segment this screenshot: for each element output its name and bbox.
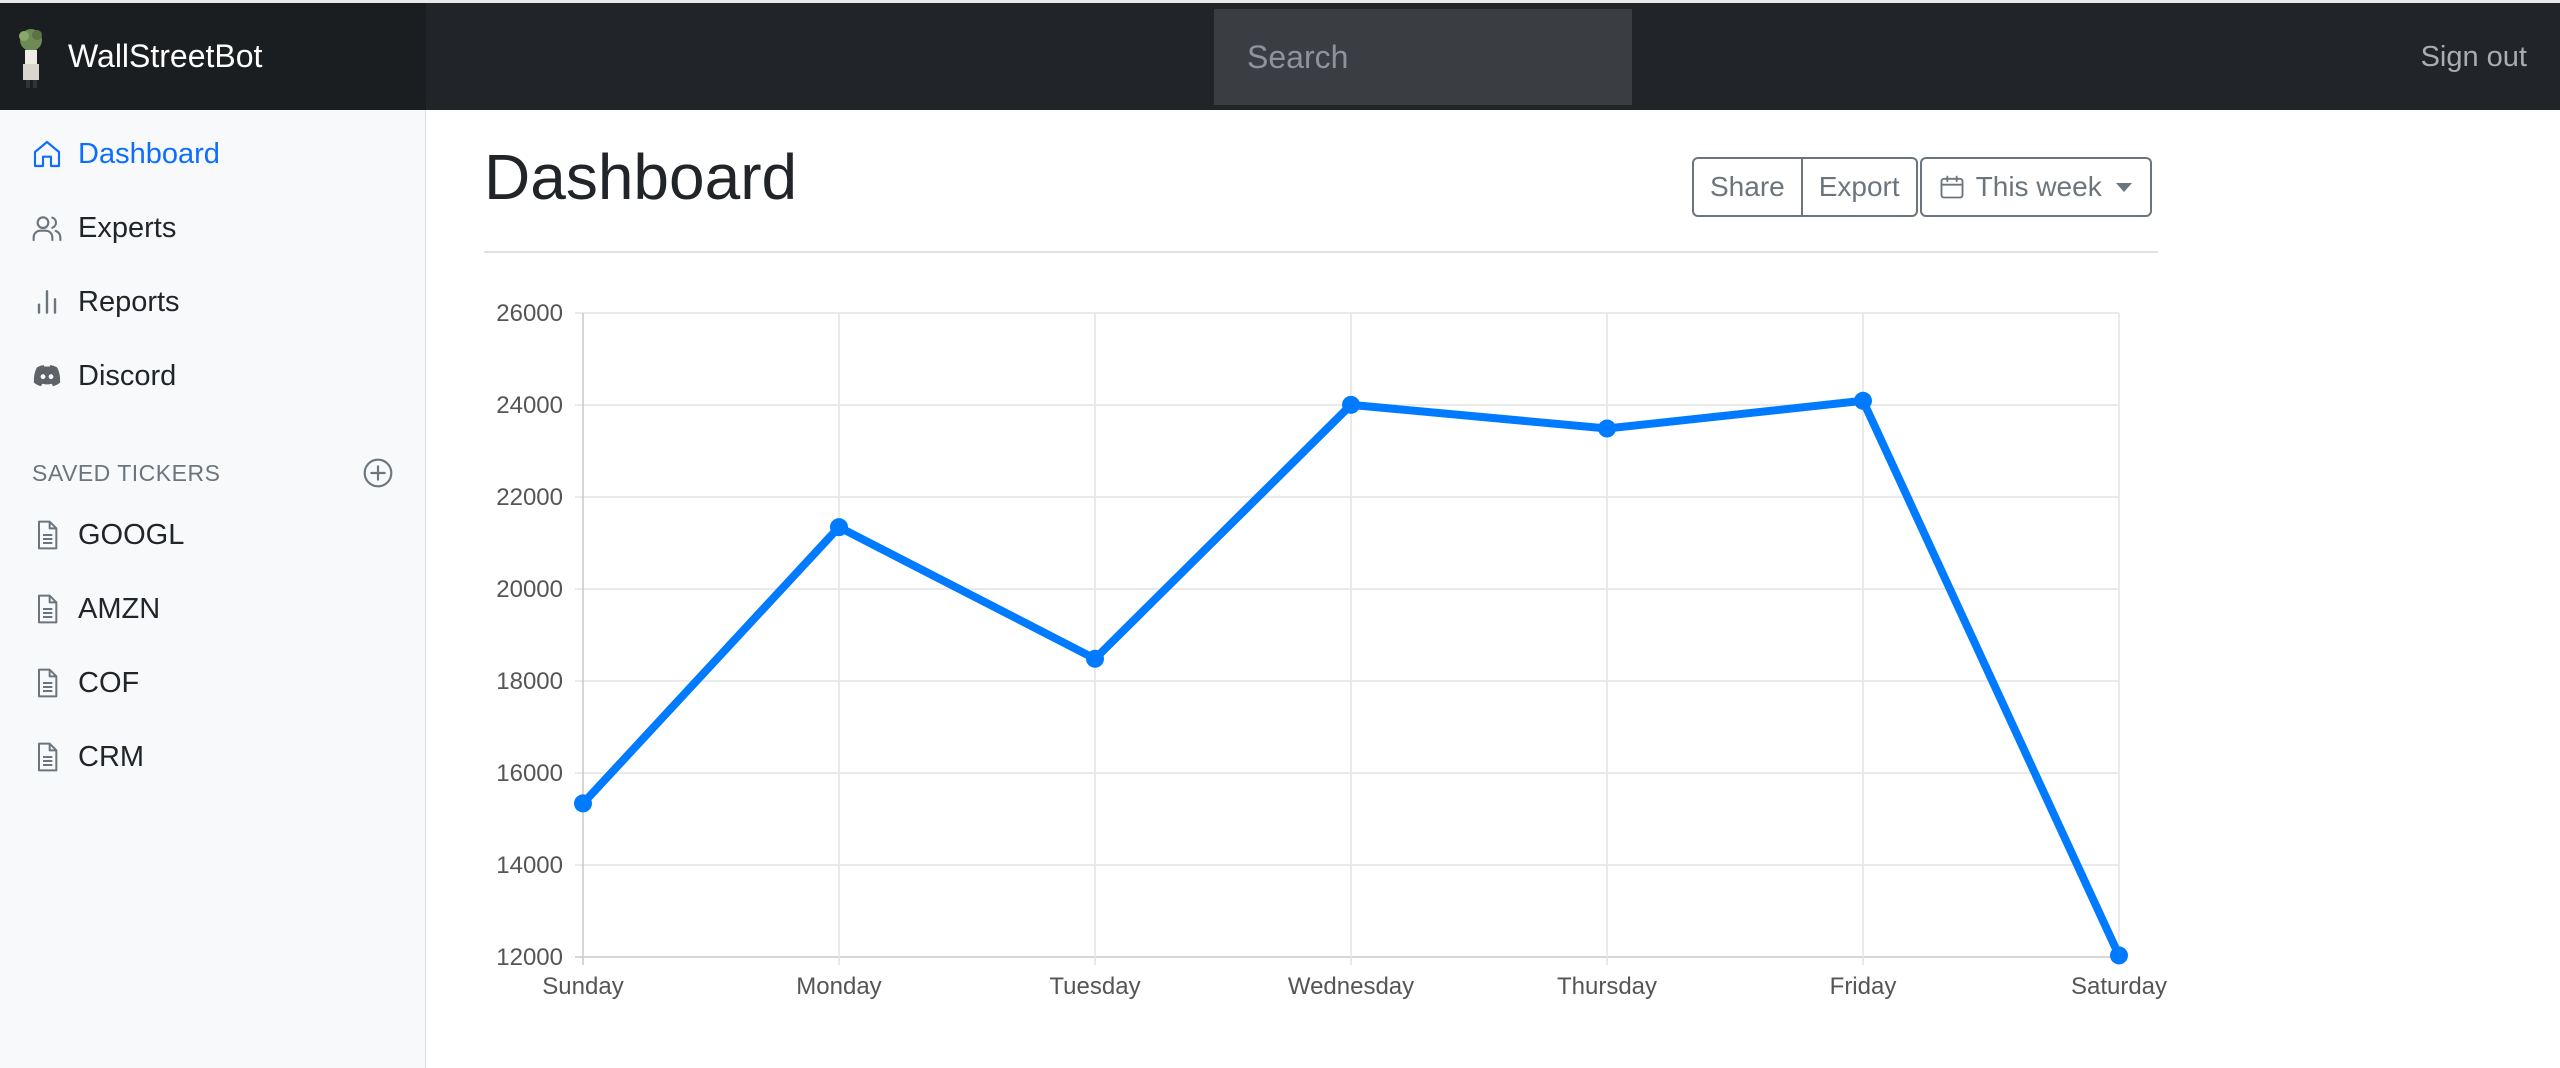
bar-chart-icon [37, 290, 57, 314]
sidebar-item-discord[interactable]: Discord [31, 354, 176, 398]
ticker-label: CRM [78, 740, 145, 773]
x-tick-label: Monday [796, 973, 881, 1000]
data-point [574, 794, 592, 813]
sidebar-item-dashboard[interactable]: Dashboard [31, 132, 220, 176]
x-tick-label: Saturday [2071, 973, 2167, 1000]
x-tick-label: Wednesday [1288, 973, 1414, 1000]
y-tick-label: 26000 [496, 300, 563, 327]
sign-out-link[interactable]: Sign out [2420, 41, 2527, 73]
brand-name: WallStreetBot [68, 38, 263, 74]
search-input[interactable] [1214, 9, 1632, 105]
users-icon [32, 216, 62, 242]
header-divider [484, 251, 2158, 253]
data-point [830, 518, 848, 537]
y-tick-label: 18000 [496, 668, 563, 695]
data-point [1854, 391, 1872, 410]
page-title: Dashboard [484, 141, 798, 213]
file-text-icon [38, 520, 58, 550]
add-circle-icon[interactable] [362, 457, 394, 489]
export-button[interactable]: Export [1802, 157, 1918, 217]
toolbar: Share Export This week [1692, 157, 2152, 217]
discord-icon [33, 365, 61, 387]
x-tick-label: Thursday [1557, 973, 1657, 1000]
sidebar-item-reports[interactable]: Reports [31, 280, 180, 324]
x-tick-label: Tuesday [1049, 973, 1140, 1000]
saved-ticker-googl[interactable]: GOOGL [31, 513, 184, 557]
period-dropdown[interactable]: This week [1919, 157, 2152, 217]
ticker-label: AMZN [78, 592, 161, 625]
data-point [1086, 649, 1104, 668]
sidebar-item-label: Dashboard [78, 137, 220, 170]
calendar-icon [1940, 175, 1964, 199]
y-tick-label: 14000 [496, 852, 563, 879]
x-tick-label: Sunday [542, 973, 623, 1000]
chevron-down-icon [2115, 182, 2132, 192]
top-navbar: WallStreetBot Sign out [0, 0, 2560, 110]
data-point [1598, 419, 1616, 438]
ticker-label: GOOGL [78, 518, 185, 551]
saved-ticker-cof[interactable]: COF [31, 661, 139, 705]
y-tick-label: 24000 [496, 392, 563, 419]
sidebar-item-label: Experts [78, 211, 177, 244]
file-text-icon [38, 742, 58, 772]
line-chart: 12000 14000 16000 18000 20000 22000 24000 26000… [484, 290, 2184, 1020]
chart-canvas: 12000 14000 16000 18000 20000 22000 24000 26000… [496, 300, 2167, 1000]
saved-tickers-heading: SAVED TICKERS [32, 460, 221, 486]
sidebar-item-experts[interactable]: Experts [31, 206, 176, 250]
file-text-icon [38, 668, 58, 698]
data-point [2110, 946, 2128, 965]
share-button[interactable]: Share [1692, 157, 1803, 217]
x-tick-label: Friday [1830, 973, 1897, 1000]
file-text-icon [38, 594, 58, 624]
brand[interactable]: WallStreetBot [0, 3, 426, 110]
sidebar: Dashboard Experts Reports Discord SAVED … [0, 110, 426, 1068]
sidebar-item-label: Discord [78, 359, 177, 392]
saved-ticker-crm[interactable]: CRM [31, 735, 144, 779]
home-icon [33, 140, 61, 168]
data-point [1342, 395, 1360, 414]
y-tick-label: 16000 [496, 760, 563, 787]
y-tick-label: 20000 [496, 576, 563, 603]
saved-ticker-amzn[interactable]: AMZN [31, 587, 160, 631]
bot-logo-icon [19, 28, 42, 88]
ticker-label: COF [78, 666, 140, 699]
y-tick-label: 22000 [496, 484, 563, 511]
y-tick-label: 12000 [496, 944, 563, 971]
period-label: This week [1975, 171, 2102, 202]
sidebar-item-label: Reports [78, 285, 180, 318]
